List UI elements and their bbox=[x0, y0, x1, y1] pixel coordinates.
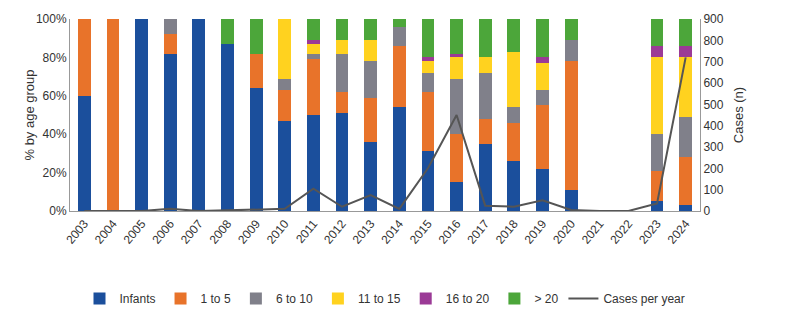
svg-text:2024: 2024 bbox=[665, 217, 693, 247]
svg-text:100: 100 bbox=[703, 183, 723, 197]
svg-text:2005: 2005 bbox=[121, 217, 149, 247]
svg-text:2013: 2013 bbox=[350, 217, 378, 247]
svg-text:100%: 100% bbox=[36, 12, 67, 26]
svg-text:0: 0 bbox=[703, 204, 710, 218]
svg-text:Cases per year: Cases per year bbox=[603, 292, 684, 306]
svg-text:2009: 2009 bbox=[235, 217, 263, 247]
svg-text:80%: 80% bbox=[43, 51, 67, 65]
svg-text:1 to 5: 1 to 5 bbox=[201, 292, 231, 306]
svg-text:700: 700 bbox=[703, 55, 723, 69]
svg-text:2010: 2010 bbox=[264, 217, 292, 247]
svg-text:600: 600 bbox=[703, 76, 723, 90]
svg-text:60%: 60% bbox=[43, 89, 67, 103]
svg-text:2020: 2020 bbox=[550, 217, 578, 247]
svg-text:2018: 2018 bbox=[493, 217, 521, 247]
svg-text:20%: 20% bbox=[43, 166, 67, 180]
svg-text:11 to 15: 11 to 15 bbox=[358, 292, 401, 306]
svg-text:2021: 2021 bbox=[579, 217, 607, 247]
svg-text:2017: 2017 bbox=[464, 217, 492, 247]
svg-text:2003: 2003 bbox=[63, 217, 91, 247]
svg-text:400: 400 bbox=[703, 119, 723, 133]
svg-text:Infants: Infants bbox=[120, 292, 156, 306]
svg-text:2014: 2014 bbox=[378, 217, 406, 247]
svg-text:2004: 2004 bbox=[92, 217, 120, 247]
svg-text:Cases (n): Cases (n) bbox=[731, 87, 746, 143]
svg-text:2011: 2011 bbox=[293, 217, 321, 246]
svg-text:> 20: > 20 bbox=[534, 292, 558, 306]
svg-text:800: 800 bbox=[703, 34, 723, 48]
svg-text:16 to 20: 16 to 20 bbox=[446, 292, 490, 306]
svg-text:2016: 2016 bbox=[436, 217, 464, 247]
svg-text:2012: 2012 bbox=[321, 217, 349, 247]
svg-text:0%: 0% bbox=[49, 204, 67, 218]
svg-text:2008: 2008 bbox=[207, 217, 235, 247]
svg-text:200: 200 bbox=[703, 162, 723, 176]
svg-text:500: 500 bbox=[703, 98, 723, 112]
svg-text:2019: 2019 bbox=[522, 217, 550, 247]
svg-text:2022: 2022 bbox=[607, 217, 635, 247]
svg-text:900: 900 bbox=[703, 12, 723, 26]
svg-text:6 to 10: 6 to 10 bbox=[276, 292, 313, 306]
svg-text:40%: 40% bbox=[43, 127, 67, 141]
svg-text:2023: 2023 bbox=[636, 217, 664, 247]
svg-text:% by age group: % by age group bbox=[22, 69, 37, 160]
svg-text:2006: 2006 bbox=[149, 217, 177, 247]
svg-text:2015: 2015 bbox=[407, 217, 435, 247]
svg-text:2007: 2007 bbox=[178, 217, 206, 247]
svg-text:300: 300 bbox=[703, 140, 723, 154]
